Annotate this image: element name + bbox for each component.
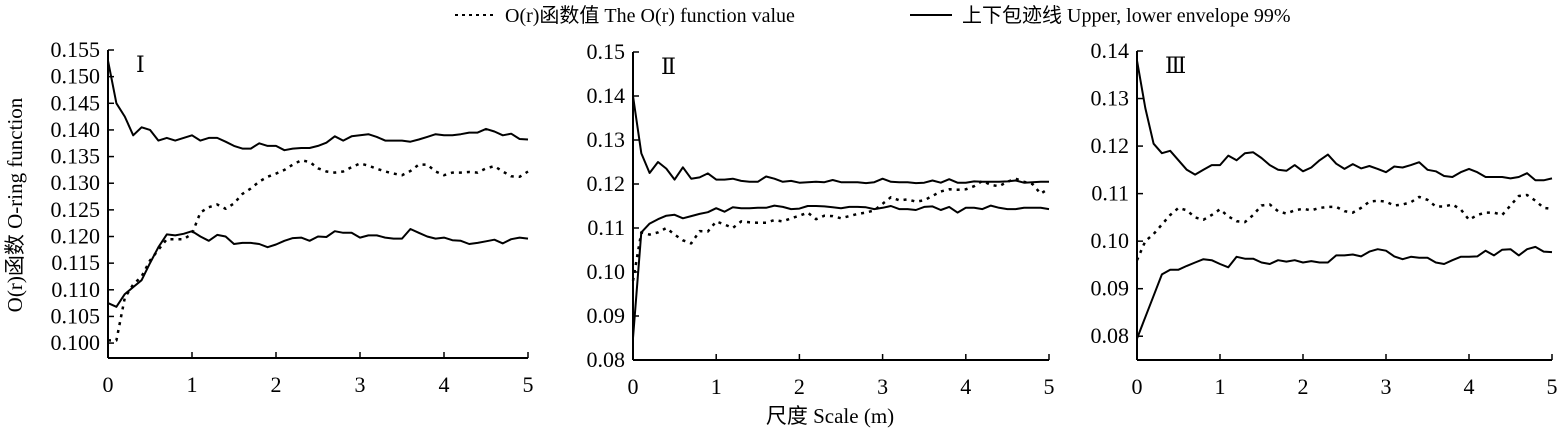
y-tick-label: 0.120 (51, 224, 101, 249)
panel-2: 0 1 2 3 4 5 0.08 0.09 0.10 0.11 0.12 0.13 0.14 0.15 Ⅱ (587, 39, 1055, 399)
y-tick-label: 0.11 (587, 215, 625, 240)
y-tick-label: 0.140 (51, 117, 101, 142)
x-tick-label: 0 (103, 372, 114, 397)
y-tick-label: 0.11 (1091, 181, 1129, 206)
y-tick-label: 0.10 (1091, 228, 1130, 253)
x-tick-label: 1 (187, 372, 198, 397)
x-tick-label: 5 (523, 372, 534, 397)
y-tick-label: 0.100 (51, 330, 101, 355)
y-tick-label: 0.13 (587, 127, 626, 152)
x-tick-label: 5 (1547, 374, 1558, 399)
y-axis-label: O(r)函数 O-ring function (3, 97, 27, 312)
x-tick-label: 4 (1464, 374, 1475, 399)
panel-title: Ⅰ (136, 52, 145, 77)
y-tick-label: 0.110 (51, 277, 100, 302)
legend: O(r)函数值 The O(r) function value 上下包迹线 Up… (455, 4, 1291, 27)
x-tick-label: 2 (271, 372, 282, 397)
x-tick-label: 1 (1215, 374, 1226, 399)
legend-observed-label: O(r)函数值 The O(r) function value (505, 4, 795, 27)
x-tick-label: 5 (1044, 374, 1055, 399)
panel-title: Ⅱ (661, 54, 676, 79)
x-tick-label: 2 (794, 374, 805, 399)
series-line-observed (1135, 193, 1553, 261)
y-tick-label: 0.08 (1091, 323, 1130, 348)
series-line-lower-envelope (107, 228, 529, 308)
y-tick-label: 0.14 (1091, 38, 1130, 63)
y-tick-label: 0.130 (51, 170, 101, 195)
x-tick-label: 3 (355, 372, 366, 397)
y-tick-label: 0.13 (1091, 86, 1130, 111)
y-tick-label: 0.145 (51, 90, 101, 115)
x-tick-label: 3 (877, 374, 888, 399)
y-tick-label: 0.12 (587, 171, 626, 196)
series-line-lower-envelope (632, 204, 1050, 339)
y-tick-label: 0.135 (51, 144, 101, 169)
series-line-observed (108, 159, 529, 342)
x-tick-label: 3 (1381, 374, 1392, 399)
x-tick-label: 0 (1132, 374, 1143, 399)
panel-3: 0 1 2 3 4 5 0.08 0.09 0.10 0.11 0.12 0.13 0.14 Ⅲ (1091, 38, 1558, 399)
series-line-upper-envelope (107, 60, 529, 152)
x-axis-label: 尺度 Scale (m) (766, 404, 894, 428)
x-tick-label: 0 (628, 374, 639, 399)
x-tick-label: 4 (439, 372, 450, 397)
panel-title: Ⅲ (1165, 53, 1186, 78)
y-tick-label: 0.15 (587, 39, 626, 64)
series-line-lower-envelope (1136, 245, 1553, 339)
legend-envelope-label: 上下包迹线 Upper, lower envelope 99% (962, 4, 1291, 27)
x-tick-label: 1 (711, 374, 722, 399)
y-tick-label: 0.08 (587, 347, 626, 372)
series-line-upper-envelope (1136, 60, 1553, 182)
x-tick-label: 4 (960, 374, 971, 399)
panel-1: 0 1 2 3 4 50.1000.1050.1100.1150.1200.1250.13… (51, 37, 534, 397)
y-tick-label: 0.105 (51, 303, 101, 328)
y-tick-label: 0.125 (51, 197, 101, 222)
y-tick-label: 0.12 (1091, 133, 1130, 158)
y-tick-label: 0.14 (587, 83, 626, 108)
y-tick-label: 0.09 (1091, 276, 1130, 301)
series-line-upper-envelope (632, 95, 1049, 185)
y-tick-label: 0.150 (51, 64, 101, 89)
y-tick-label: 0.10 (587, 259, 626, 284)
x-tick-label: 2 (1298, 374, 1309, 399)
y-tick-label: 0.155 (51, 37, 101, 62)
series-line-observed (631, 177, 1050, 282)
y-tick-label: 0.115 (51, 250, 100, 275)
y-tick-label: 0.09 (587, 303, 626, 328)
